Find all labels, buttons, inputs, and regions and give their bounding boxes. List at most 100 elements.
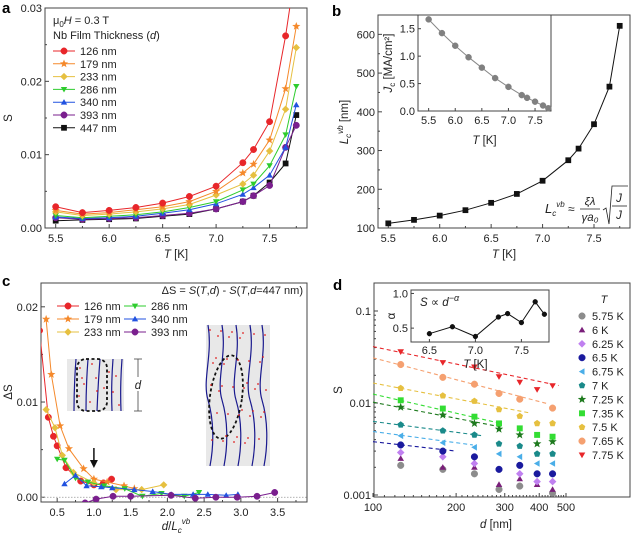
L: L <box>545 201 552 216</box>
data-point <box>531 98 539 105</box>
pinning-site <box>96 390 98 392</box>
panel-b: 5.5 6.0 6.5 7.0 7.5 100 200 300 400 500 600 T [K] Lc… <box>336 14 631 261</box>
x-tick-label: 0.5 <box>50 507 65 519</box>
x-tick-label: 1.0 <box>86 507 101 519</box>
unit: [MA/cm²] <box>383 34 395 83</box>
sqrt-sign <box>602 185 628 225</box>
data-point <box>565 157 572 164</box>
data-point <box>249 171 258 179</box>
x-axis-label: T [K] <box>164 249 188 261</box>
data-point <box>282 144 289 150</box>
data-point <box>532 439 542 448</box>
pinning-site <box>241 409 243 411</box>
film-slab <box>206 325 270 466</box>
data-point <box>292 121 300 129</box>
pinning-site <box>243 387 245 389</box>
arrow-head <box>89 460 98 468</box>
series-line <box>55 47 297 217</box>
fit-line <box>372 382 530 414</box>
data-point <box>292 43 300 52</box>
thickness-label: d <box>135 380 142 392</box>
legend-item: 7.5 K <box>578 422 618 434</box>
panel-label-b: b <box>332 3 341 20</box>
y-tick-label: 0.5 <box>400 79 415 91</box>
H: H <box>64 15 72 27</box>
data-point <box>149 488 156 494</box>
x-tick-label: 6.5 <box>155 233 170 245</box>
data-point <box>549 383 556 389</box>
data-point <box>266 163 273 169</box>
data-point <box>292 22 301 30</box>
y-axis-label: ΔS <box>3 384 15 400</box>
data-point <box>439 453 447 461</box>
y-tick-label: 0.01 <box>350 398 371 410</box>
data-point <box>92 495 100 502</box>
legend-marker <box>578 368 585 375</box>
data-point <box>439 464 447 470</box>
legend-label: 6.5 K <box>592 353 618 365</box>
correlation-volume <box>76 358 108 412</box>
prop: ∝ <box>428 297 443 309</box>
data-point <box>397 455 404 461</box>
x-axis-unit: [K] <box>171 249 188 261</box>
pinning-site <box>222 440 224 442</box>
vortex-schematic-thick <box>205 324 270 467</box>
y-tick-label: 0.01 <box>21 150 42 162</box>
pinning-site <box>212 362 214 364</box>
panel-label-c: c <box>2 273 10 290</box>
pinning-site <box>108 371 110 373</box>
data-point <box>127 492 135 500</box>
data-point <box>411 216 417 223</box>
x-tick-label: 200 <box>447 502 465 514</box>
data-point <box>532 299 538 305</box>
pinning-site <box>237 359 239 361</box>
pinning-site <box>95 377 97 379</box>
data-point <box>131 486 138 493</box>
approx: ≈ <box>565 202 575 216</box>
data-point <box>549 433 556 440</box>
data-point <box>516 470 524 478</box>
formula-jd: J <box>615 193 622 205</box>
data-point <box>549 460 556 467</box>
data-point <box>42 406 50 414</box>
pinning-site <box>263 411 265 413</box>
data-point <box>266 118 274 126</box>
data-point <box>504 310 511 317</box>
data-point <box>53 442 61 450</box>
data-point <box>548 477 557 486</box>
data-point <box>495 485 503 493</box>
legend-marker <box>578 452 586 459</box>
series-line <box>429 300 545 338</box>
x-tick-label: 3.0 <box>233 507 248 519</box>
legend-item: 7.35 K <box>579 408 624 420</box>
vortex-line <box>219 324 228 467</box>
data-point <box>212 187 221 195</box>
data-point <box>101 483 108 489</box>
plot-frame <box>373 282 631 498</box>
legend-label: 6 K <box>592 325 609 337</box>
data-point <box>495 465 503 473</box>
legend-item: 286 nm <box>53 84 117 96</box>
legend-marker <box>131 328 139 336</box>
y-tick-label: 200 <box>357 184 375 196</box>
data-point <box>132 208 140 216</box>
vortex-line <box>120 358 123 412</box>
y-tick-label: 0.00 <box>21 223 42 235</box>
lt1: Nb Film Thickness ( <box>53 30 150 42</box>
vortex-line <box>247 324 256 467</box>
x-tick-label: 7.5 <box>262 233 277 245</box>
data-point <box>495 481 503 487</box>
T: T <box>463 359 471 371</box>
legend-item: 6 K <box>578 325 609 337</box>
c: c <box>552 209 556 218</box>
vb: vb <box>556 200 565 209</box>
fit-line <box>372 346 559 387</box>
data-point <box>138 485 146 494</box>
legend-marker <box>578 382 586 389</box>
data-point <box>132 204 140 211</box>
legend-title: Nb Film Thickness (d) <box>53 30 160 42</box>
data-point <box>516 453 523 461</box>
pinning-site <box>264 334 266 336</box>
data-point <box>266 172 273 178</box>
legend-label: 7.65 K <box>592 436 624 448</box>
